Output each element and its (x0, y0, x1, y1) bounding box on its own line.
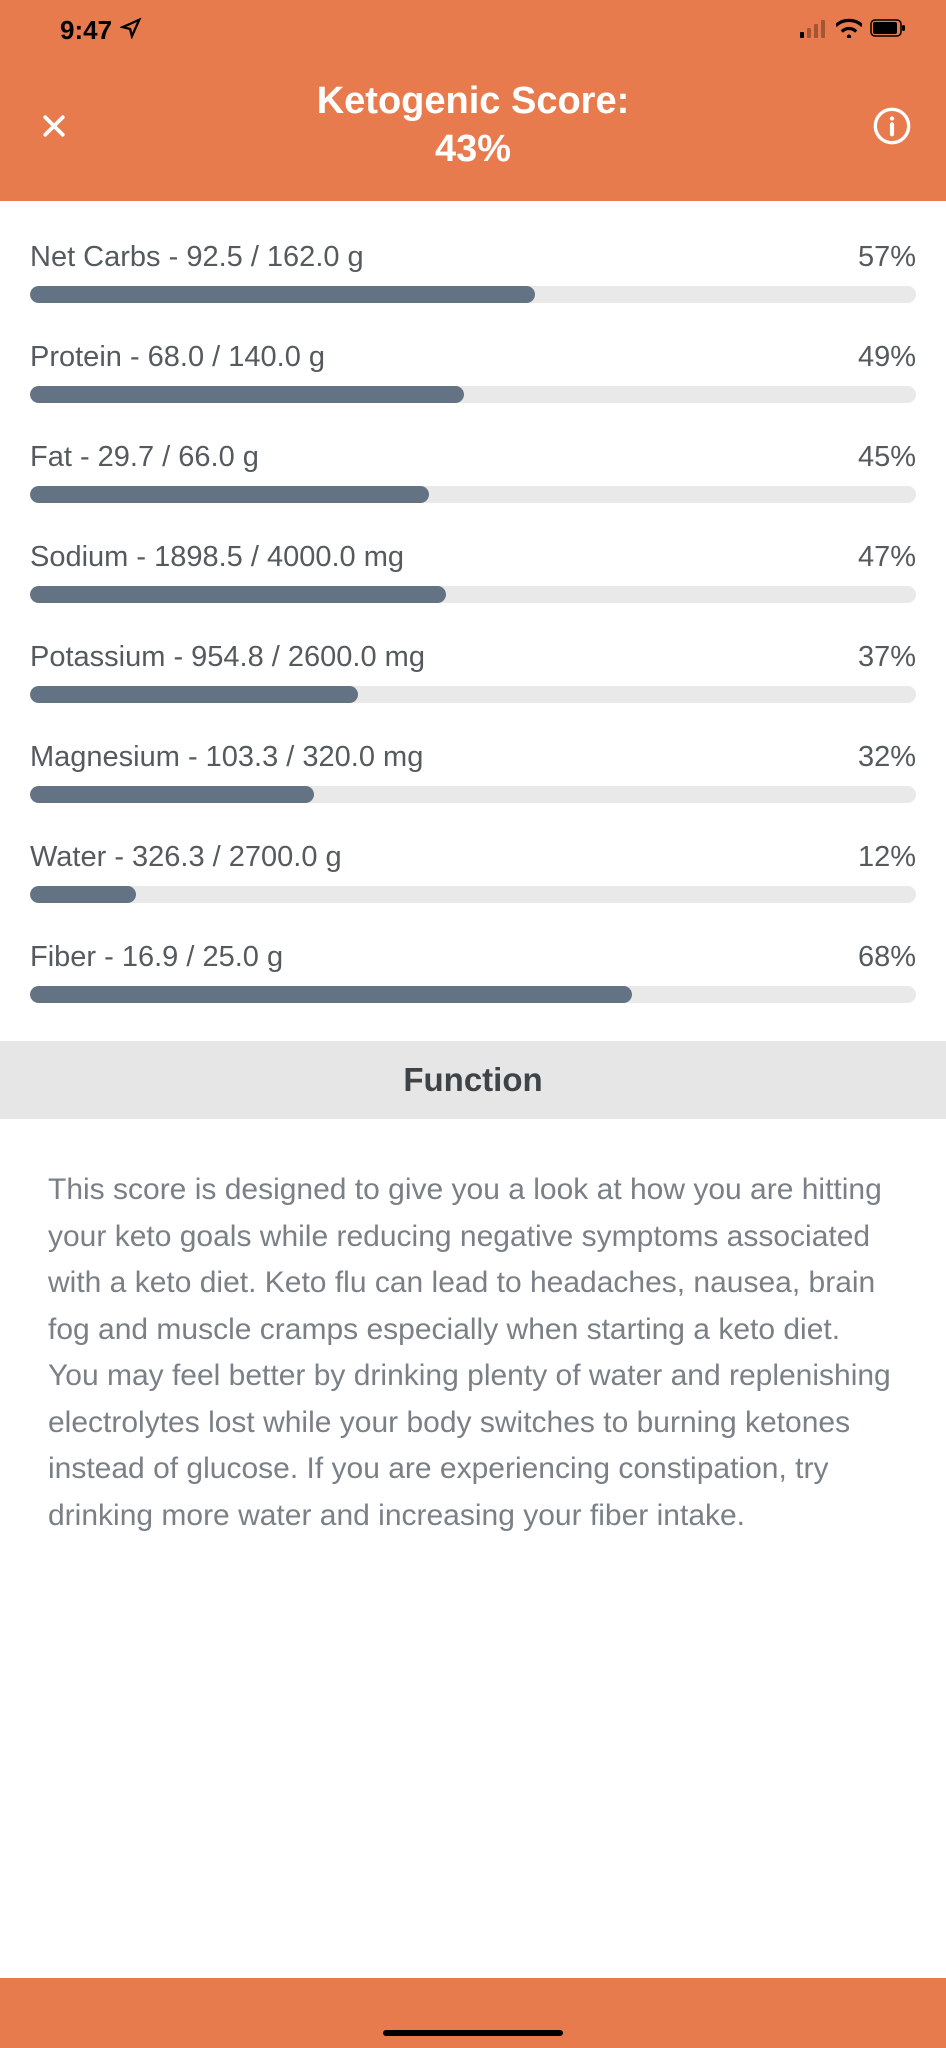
nutrient-percent: 12% (858, 841, 916, 874)
progress-track (30, 486, 916, 503)
bottom-bar (0, 1978, 946, 2048)
nutrient-label: Water - 326.3 / 2700.0 g (30, 841, 342, 874)
progress-track (30, 686, 916, 703)
nutrient-header: Fiber - 16.9 / 25.0 g 68% (30, 941, 916, 974)
nutrient-percent: 49% (858, 341, 916, 374)
progress-track (30, 586, 916, 603)
nutrient-header: Sodium - 1898.5 / 4000.0 mg 47% (30, 541, 916, 574)
nutrient-label: Potassium - 954.8 / 2600.0 mg (30, 641, 425, 674)
nutrient-percent: 45% (858, 441, 916, 474)
header: Ketogenic Score: 43% (0, 60, 946, 201)
nutrient-percent: 37% (858, 641, 916, 674)
nutrient-label: Protein - 68.0 / 140.0 g (30, 341, 325, 374)
status-time: 9:47 (60, 15, 112, 46)
nutrient-percent: 47% (858, 541, 916, 574)
close-button[interactable] (30, 102, 78, 150)
nutrient-label: Magnesium - 103.3 / 320.0 mg (30, 741, 423, 774)
status-bar: 9:47 (0, 0, 946, 60)
nutrient-header: Protein - 68.0 / 140.0 g 49% (30, 341, 916, 374)
nutrient-header: Magnesium - 103.3 / 320.0 mg 32% (30, 741, 916, 774)
cellular-icon (800, 18, 828, 43)
nutrient-row: Protein - 68.0 / 140.0 g 49% (30, 341, 916, 403)
progress-track (30, 886, 916, 903)
info-button[interactable] (868, 102, 916, 150)
nutrient-row: Water - 326.3 / 2700.0 g 12% (30, 841, 916, 903)
content: Net Carbs - 92.5 / 162.0 g 57% Protein - 6… (0, 201, 946, 1579)
progress-fill (30, 586, 446, 603)
nutrient-label: Fat - 29.7 / 66.0 g (30, 441, 259, 474)
nutrient-percent: 32% (858, 741, 916, 774)
nutrient-label: Net Carbs - 92.5 / 162.0 g (30, 241, 364, 274)
progress-track (30, 786, 916, 803)
progress-fill (30, 386, 464, 403)
nutrient-header: Water - 326.3 / 2700.0 g 12% (30, 841, 916, 874)
nutrient-row: Fat - 29.7 / 66.0 g 45% (30, 441, 916, 503)
home-indicator[interactable] (383, 2030, 563, 2036)
page-title: Ketogenic Score: 43% (78, 78, 868, 173)
section-body: This score is designed to give you a loo… (30, 1119, 916, 1579)
top-block: 9:47 (0, 0, 946, 201)
progress-fill (30, 686, 358, 703)
progress-fill (30, 886, 136, 903)
location-icon (120, 15, 142, 46)
nutrient-header: Net Carbs - 92.5 / 162.0 g 57% (30, 241, 916, 274)
progress-fill (30, 986, 632, 1003)
progress-fill (30, 786, 314, 803)
wifi-icon (836, 18, 862, 43)
nutrient-row: Magnesium - 103.3 / 320.0 mg 32% (30, 741, 916, 803)
battery-icon (870, 19, 906, 42)
nutrient-row: Fiber - 16.9 / 25.0 g 68% (30, 941, 916, 1003)
nutrient-percent: 68% (858, 941, 916, 974)
nutrient-row: Potassium - 954.8 / 2600.0 mg 37% (30, 641, 916, 703)
nutrient-row: Net Carbs - 92.5 / 162.0 g 57% (30, 241, 916, 303)
title-line2: 43% (78, 126, 868, 174)
nutrient-list: Net Carbs - 92.5 / 162.0 g 57% Protein - 6… (30, 241, 916, 1003)
progress-fill (30, 286, 535, 303)
progress-track (30, 386, 916, 403)
status-left: 9:47 (60, 15, 142, 46)
section-header: Function (0, 1041, 946, 1119)
status-right (800, 18, 906, 43)
progress-track (30, 286, 916, 303)
nutrient-header: Potassium - 954.8 / 2600.0 mg 37% (30, 641, 916, 674)
nutrient-percent: 57% (858, 241, 916, 274)
nutrient-row: Sodium - 1898.5 / 4000.0 mg 47% (30, 541, 916, 603)
nutrient-label: Fiber - 16.9 / 25.0 g (30, 941, 283, 974)
nutrient-header: Fat - 29.7 / 66.0 g 45% (30, 441, 916, 474)
title-line1: Ketogenic Score: (78, 78, 868, 126)
nutrient-label: Sodium - 1898.5 / 4000.0 mg (30, 541, 404, 574)
progress-track (30, 986, 916, 1003)
progress-fill (30, 486, 429, 503)
